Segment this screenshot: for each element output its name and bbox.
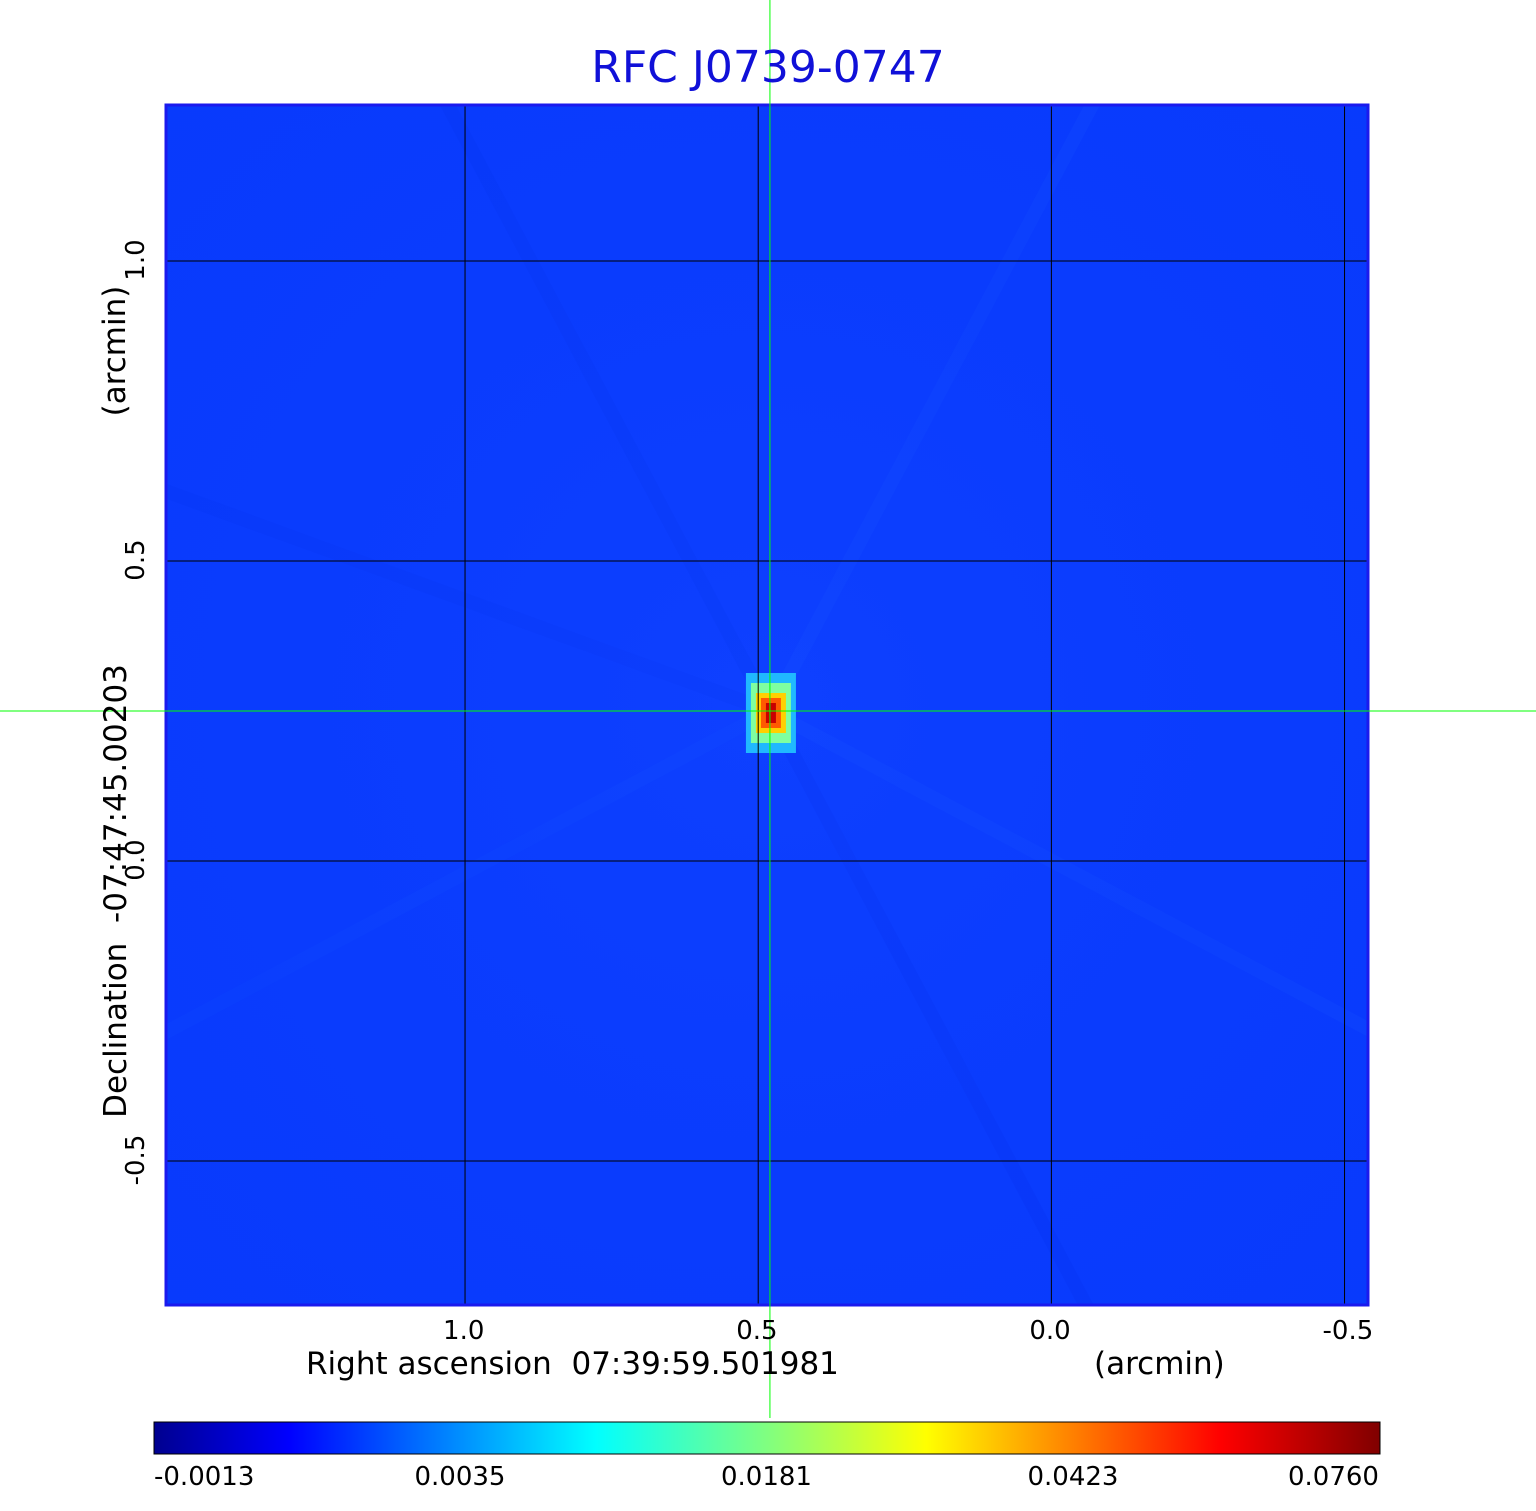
coordinate-grid: [166, 105, 1368, 1305]
y-tick-label: -0.5: [121, 1134, 151, 1186]
x-tick-label: 1.0: [443, 1316, 485, 1346]
colorbar-tick-label: 0.0423: [1027, 1462, 1119, 1492]
colorbar: [153, 1421, 1381, 1455]
colorbar-tick-label: 0.0760: [1288, 1462, 1379, 1492]
sidelobe-streak: [763, 707, 1094, 1305]
sidelobe-streak: [166, 704, 774, 1041]
y-tick-label: 0.5: [121, 539, 151, 581]
sidelobe-streak: [766, 704, 1368, 1037]
y-axis-unit: (arcmin): [97, 285, 133, 417]
colorbar-tick-label: 0.0181: [721, 1462, 812, 1492]
sidelobe-streak: [439, 105, 777, 715]
sidelobe-streak: [166, 483, 773, 718]
colorbar-tick-label: -0.0013: [154, 1462, 255, 1492]
y-axis-label: Declination -07:47:45.00203: [98, 664, 134, 1118]
source-pixel-block: [765, 703, 776, 723]
x-tick-label: 0.5: [736, 1316, 778, 1346]
x-axis-unit: (arcmin): [1094, 1346, 1225, 1382]
source-emission: [745, 673, 796, 753]
colorbar-tick-label: 0.0035: [414, 1462, 506, 1492]
x-tick-label: -0.5: [1322, 1316, 1374, 1346]
chart-title: RFC J0739-0747: [591, 42, 945, 93]
x-tick-label: 0.0: [1029, 1316, 1071, 1346]
map-frame: [164, 103, 1370, 1307]
colorbar-gradient: [153, 1421, 1381, 1455]
sidelobe-streak: [763, 105, 1101, 715]
x-axis-label: Right ascension 07:39:59.501981: [306, 1346, 839, 1382]
